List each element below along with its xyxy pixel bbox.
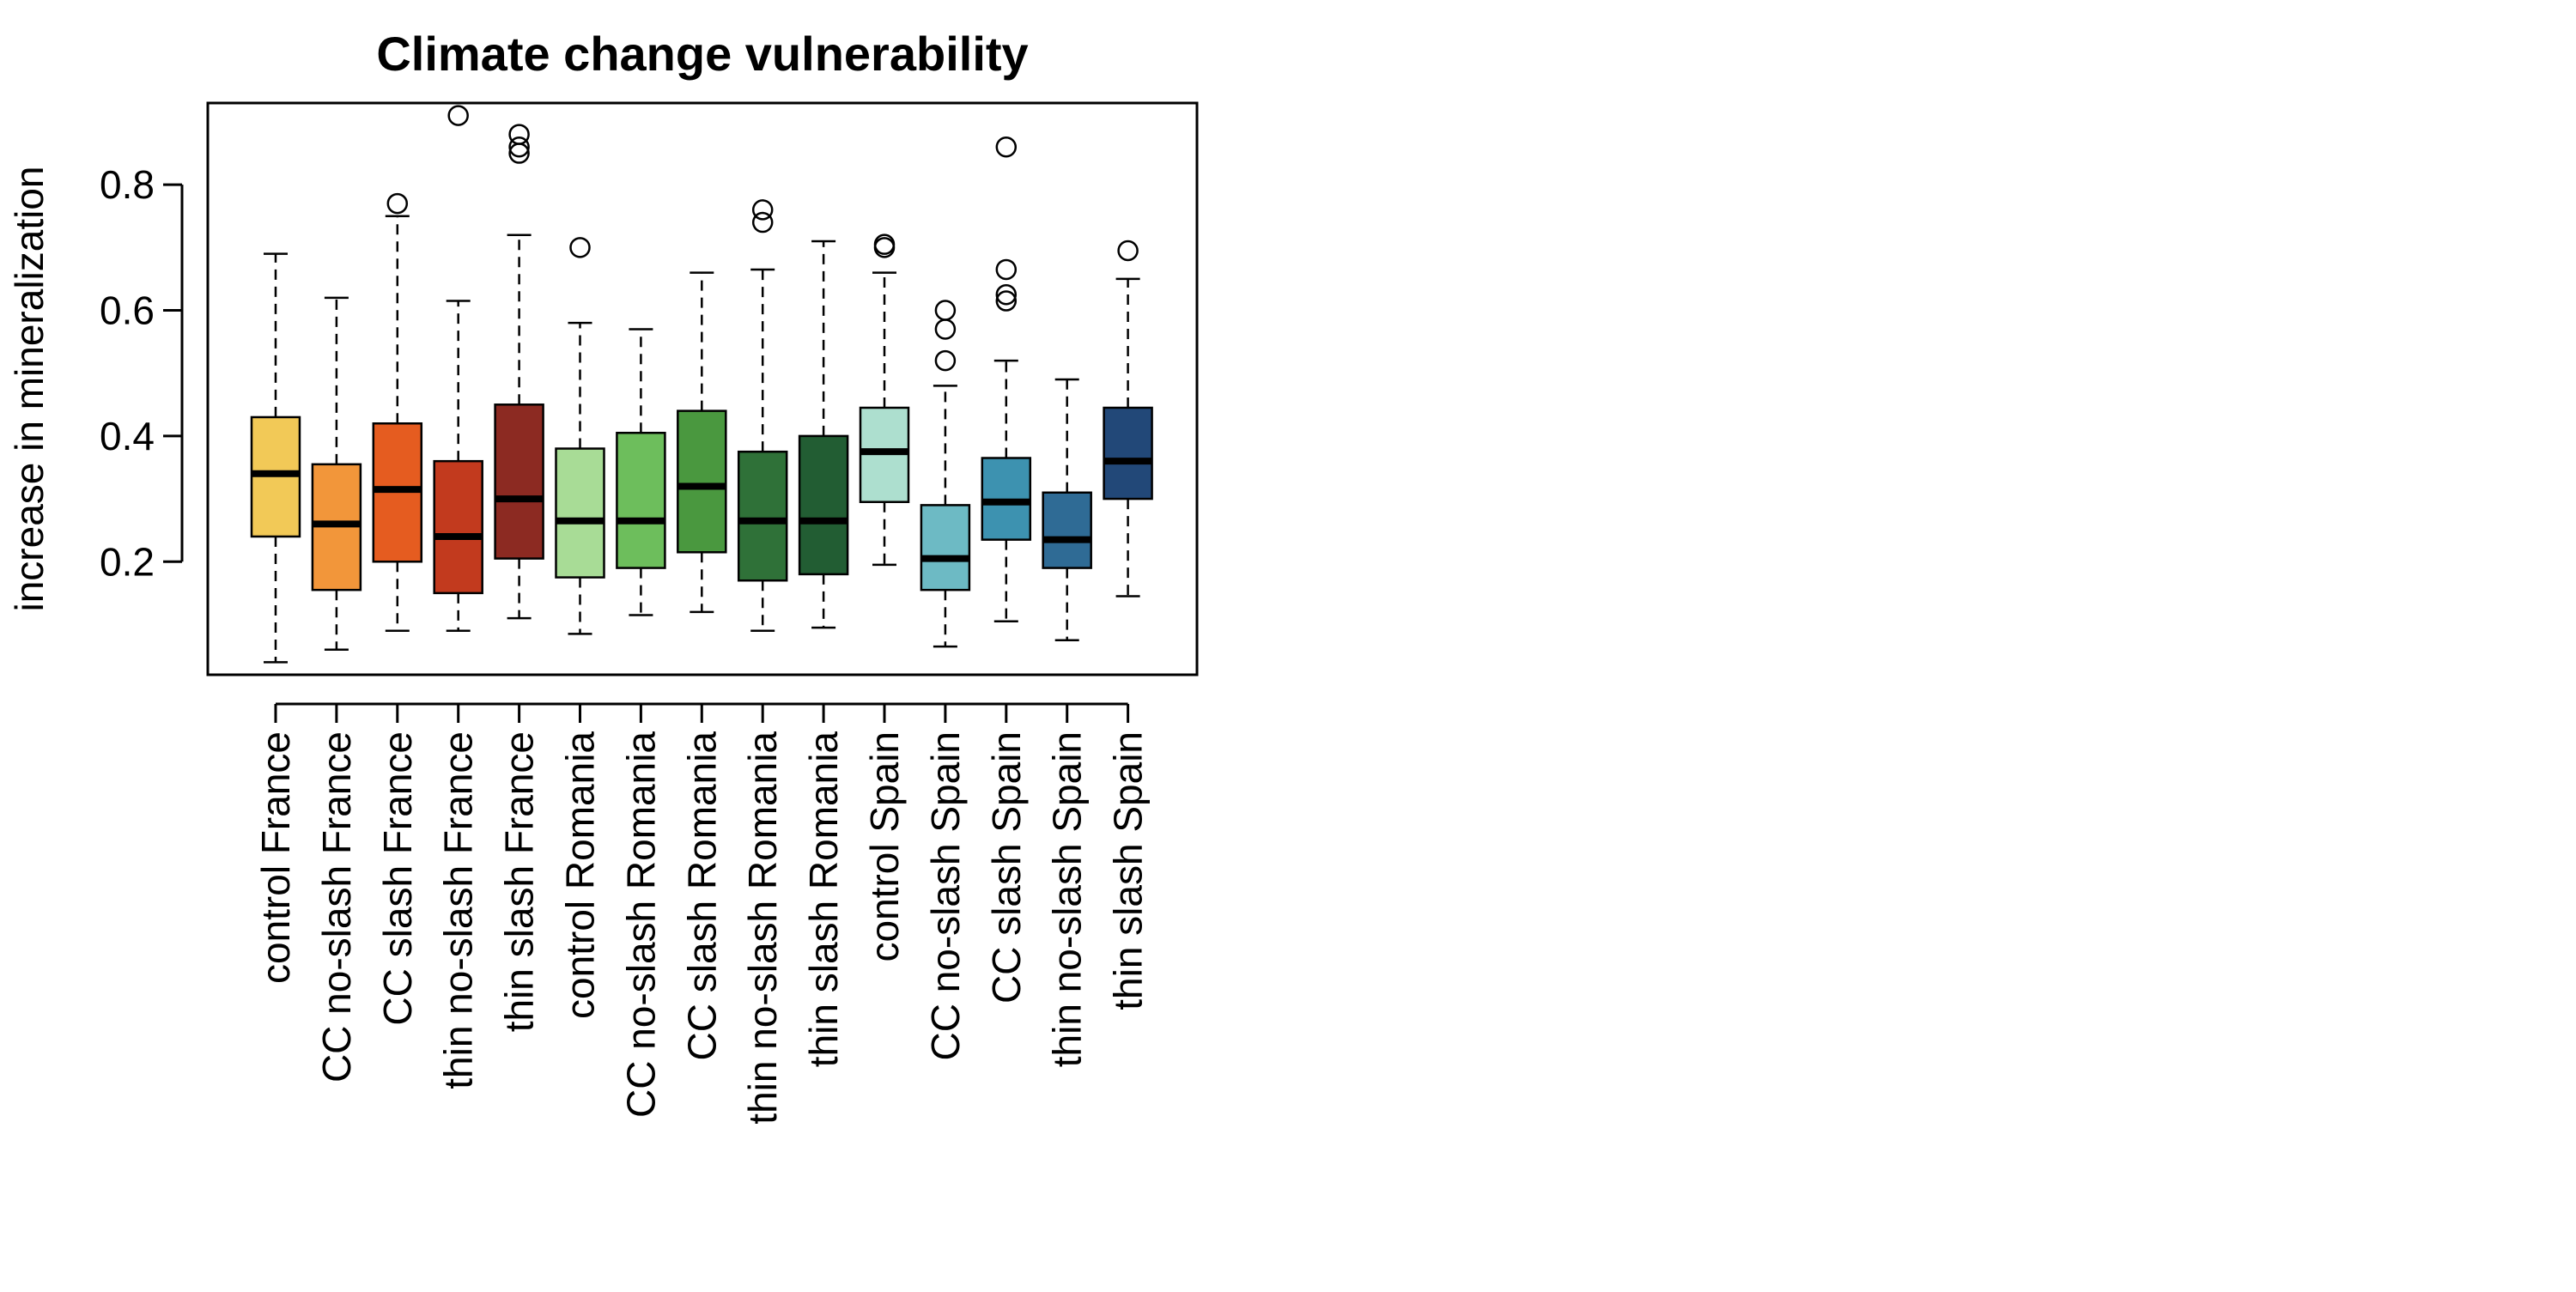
box-7 bbox=[616, 328, 666, 616]
iqr-box bbox=[1042, 491, 1092, 569]
box-14 bbox=[1042, 378, 1092, 641]
y-tick-label: 0.6 bbox=[100, 288, 155, 333]
outlier-point bbox=[751, 199, 774, 221]
y-axis: 0.2 0.4 0.6 0.8 bbox=[100, 162, 184, 584]
iqr-box bbox=[555, 447, 605, 579]
box-8 bbox=[677, 271, 727, 614]
iqr-box bbox=[433, 459, 483, 595]
box-10 bbox=[798, 240, 849, 629]
outlier-point bbox=[934, 349, 957, 372]
iqr-box bbox=[737, 450, 788, 582]
y-tick-label: 0.8 bbox=[100, 162, 155, 207]
plot-frame bbox=[206, 101, 1199, 676]
box-4 bbox=[433, 105, 483, 633]
y-axis-label: increase in mineralization bbox=[7, 166, 52, 611]
box-5 bbox=[494, 124, 544, 620]
box-2 bbox=[311, 296, 362, 651]
iqr-box bbox=[1103, 406, 1153, 500]
outlier-point bbox=[508, 124, 530, 145]
x-tick-label: thin no-slash France bbox=[436, 731, 481, 1089]
outlier-point bbox=[995, 290, 1018, 312]
x-tick-label: thin slash Spain bbox=[1106, 731, 1151, 1010]
box-9 bbox=[737, 199, 788, 633]
chart-title: Climate change vulnerability bbox=[376, 27, 1028, 81]
box-11 bbox=[859, 234, 910, 567]
x-tick-label: control France bbox=[253, 731, 298, 984]
x-tick-label: CC no-slash France bbox=[314, 731, 359, 1083]
x-axis-labels: control France CC no-slash France CC slash… bbox=[253, 702, 1151, 1125]
outlier-point bbox=[934, 318, 957, 340]
box-13 bbox=[981, 136, 1032, 623]
outlier-point bbox=[995, 283, 1018, 306]
x-tick-label: CC no-slash Romania bbox=[618, 731, 663, 1118]
x-tick-label: thin no-slash Romania bbox=[740, 731, 785, 1125]
iqr-box bbox=[616, 431, 666, 569]
x-tick-label: control Romania bbox=[558, 731, 603, 1019]
box-12 bbox=[920, 300, 971, 648]
box-15 bbox=[1103, 240, 1153, 597]
outlier-point bbox=[447, 105, 469, 126]
x-tick-label: thin slash Romania bbox=[801, 731, 846, 1068]
x-tick-label: CC slash Spain bbox=[984, 731, 1029, 1004]
x-tick-label: thin no-slash Spain bbox=[1045, 731, 1090, 1067]
iqr-box bbox=[798, 434, 849, 576]
x-tick-label: CC slash Romania bbox=[679, 731, 724, 1061]
boxes-group bbox=[250, 105, 1153, 664]
outlier-point bbox=[934, 300, 957, 321]
outlier-point bbox=[508, 136, 530, 158]
box-3 bbox=[372, 192, 423, 633]
iqr-box bbox=[920, 504, 971, 591]
outlier-point bbox=[751, 211, 774, 234]
outlier-point bbox=[386, 192, 409, 215]
iqr-box bbox=[677, 409, 727, 554]
outlier-point bbox=[995, 258, 1018, 281]
x-tick-label: thin slash France bbox=[497, 731, 542, 1032]
x-tick-label: CC slash France bbox=[375, 731, 420, 1026]
outlier-point bbox=[995, 136, 1018, 158]
x-tick-label: control Spain bbox=[862, 731, 907, 962]
outlier-point bbox=[569, 237, 591, 258]
box-1 bbox=[250, 252, 301, 664]
iqr-box bbox=[494, 403, 544, 560]
x-tick-label: CC no-slash Spain bbox=[923, 731, 968, 1061]
y-tick-label: 0.4 bbox=[100, 414, 155, 458]
y-tick-label: 0.2 bbox=[100, 539, 155, 584]
outlier-point bbox=[1117, 240, 1139, 262]
outlier-point bbox=[873, 234, 896, 255]
box-6 bbox=[555, 237, 605, 635]
